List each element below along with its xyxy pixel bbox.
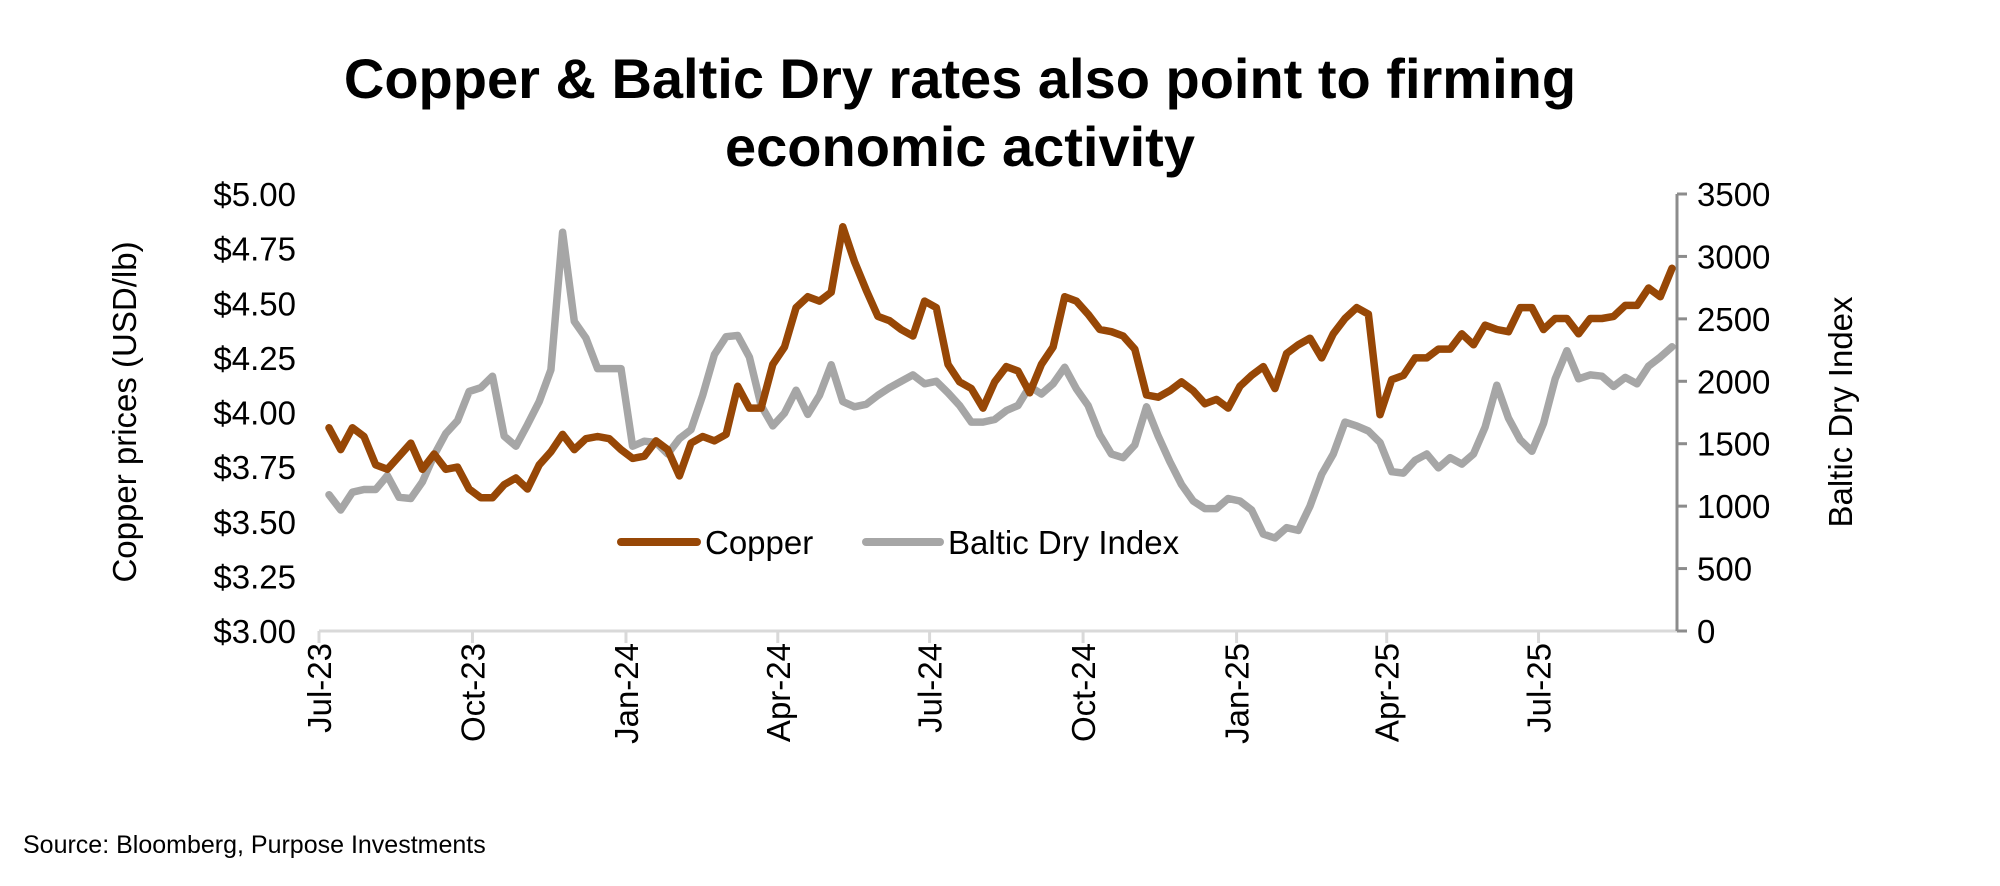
y2-tick-label: 1000: [1697, 488, 1770, 525]
y2-tick-label: 1500: [1697, 426, 1770, 463]
y2-axis-title: Baltic Dry Index: [1822, 296, 1859, 528]
y2-tick-label: 3500: [1697, 176, 1770, 213]
y2-tick-label: 500: [1697, 551, 1752, 588]
y-tick-label: $3.00: [213, 613, 296, 650]
axes: Jul-23 Oct-23 Jan-24 Apr-24 Jul-24 Oct-24 Jan-…: [213, 176, 1770, 744]
y-tick-label: $3.50: [213, 504, 296, 541]
y2-tick-label: 2500: [1697, 301, 1770, 338]
legend-label-bdi: Baltic Dry Index: [948, 524, 1180, 561]
legend-label-copper: Copper: [705, 524, 813, 561]
y2-tick-label: 2000: [1697, 363, 1770, 400]
x-tick-label: Apr-24: [760, 643, 797, 742]
x-tick-label: Oct-24: [1065, 643, 1102, 742]
legend: Copper Baltic Dry Index: [617, 524, 1180, 561]
baltic-dry-index-line: [325, 228, 1676, 542]
y-tick-label: $3.75: [213, 449, 296, 486]
y-tick-label: $4.00: [213, 395, 296, 432]
copper-line: [325, 223, 1676, 502]
source-note: Source: Bloomberg, Purpose Investments: [23, 831, 486, 859]
chart-title-line-1: Copper & Baltic Dry rates also point to …: [344, 47, 1576, 110]
chart-title-line-2: economic activity: [725, 115, 1195, 178]
y2-tick-label: 3000: [1697, 238, 1770, 275]
y2-tick-label: 0: [1697, 613, 1715, 650]
x-tick-label: Jul-24: [912, 643, 949, 733]
x-tick-label: Jan-25: [1219, 643, 1256, 744]
y-tick-label: $4.50: [213, 285, 296, 322]
series-lines: [325, 223, 1676, 542]
y-tick-label: $3.25: [213, 558, 296, 595]
x-tick-label: Apr-25: [1369, 643, 1406, 742]
x-tick-label: Jul-25: [1521, 643, 1558, 733]
y-tick-label: $4.25: [213, 340, 296, 377]
x-tick-label: Jul-23: [301, 643, 338, 733]
y-axis-title: Copper prices (USD/lb): [106, 241, 143, 582]
y-tick-label: $4.75: [213, 231, 296, 268]
x-tick-label: Jan-24: [608, 643, 645, 744]
y-tick-label: $5.00: [213, 176, 296, 213]
x-tick-label: Oct-23: [454, 643, 491, 742]
